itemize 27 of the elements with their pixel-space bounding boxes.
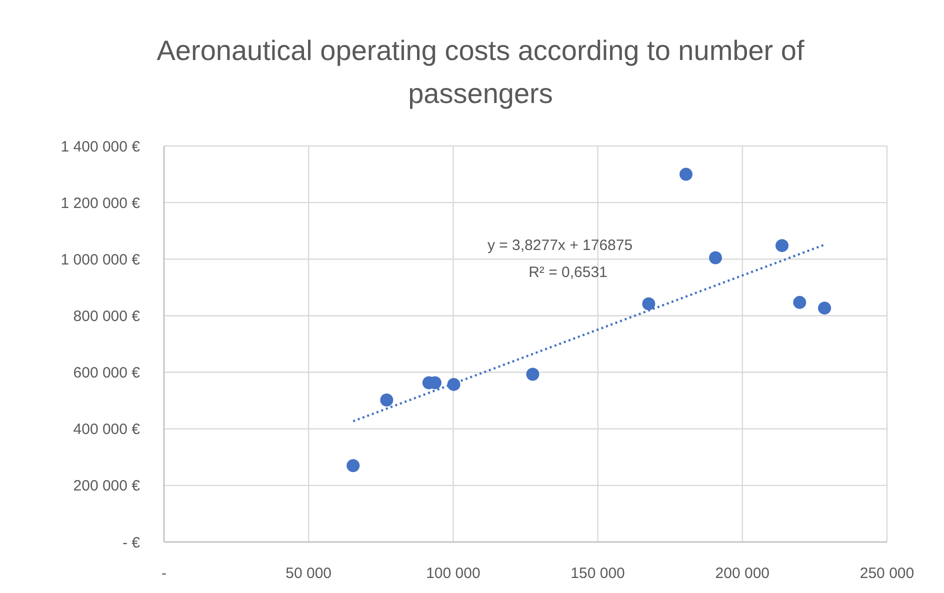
point [680, 168, 693, 181]
x-tick-label: 50 000 [286, 565, 332, 582]
point [793, 296, 806, 309]
y-tick-label: 600 000 € [73, 364, 141, 382]
x-tick-label: 100 000 [426, 565, 480, 582]
point [818, 302, 832, 315]
y-tick-label: 1 200 000 € [60, 194, 141, 212]
y-tick-label: 400 000 € [73, 421, 141, 438]
point [346, 459, 360, 472]
point [709, 251, 722, 264]
y-tick-label: 200 000 € [73, 478, 141, 495]
chart-title: Aeronautical operating costs according to number of passengers [156, 35, 804, 109]
x-tick-label: - [162, 565, 166, 582]
point [380, 394, 394, 407]
point [776, 239, 789, 252]
annotation: R² = 0,6531 [528, 264, 608, 281]
y-tick-label: - € [122, 534, 141, 552]
x-tick-label: 200 000 [715, 565, 770, 582]
y-tick-label: 1 000 000 € [60, 251, 141, 268]
x-tick-label: 250 000 [860, 565, 914, 582]
y-tick-label: 1 400 000 € [60, 138, 141, 156]
y-tick-label: 800 000 € [73, 308, 141, 325]
point [526, 368, 540, 381]
annotation: y = 3,8277x + 176875 [487, 237, 633, 254]
x-tick-label: 150 000 [570, 565, 625, 582]
point [642, 297, 656, 310]
point [447, 378, 460, 391]
